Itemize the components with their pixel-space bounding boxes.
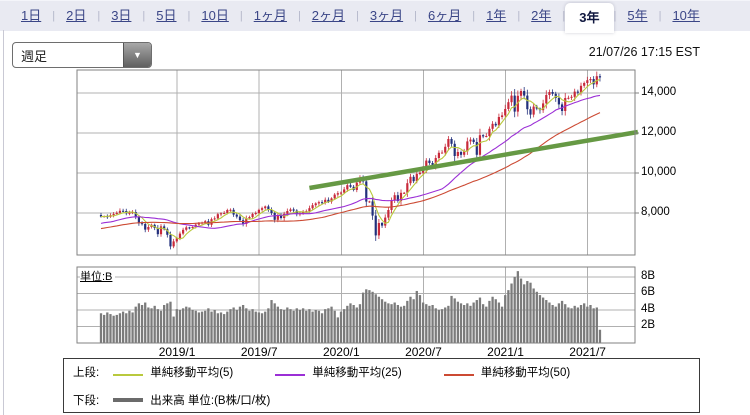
quote-timestamp: 21/07/26 17:15 EST (588, 45, 700, 59)
volume-y-tick-label: 2B (641, 319, 656, 332)
ma-legend-swatch (275, 374, 306, 376)
x-axis-tick-label: 2021/7 (569, 345, 606, 359)
tab-period-1年[interactable]: 1年 (486, 8, 507, 23)
tab-period-5日[interactable]: 5日 (156, 8, 177, 23)
ma-legend-label: 単純移動平均(50) (480, 367, 571, 379)
price-y-tick-label: 12,000 (641, 126, 677, 138)
tab-divider: | (187, 10, 191, 22)
ma-legend-label: 単純移動平均(25) (312, 367, 402, 379)
tab-divider: | (356, 10, 359, 22)
tab-divider: | (52, 10, 56, 22)
legend-lower-item-label: 出来高 単位:(B株/口/枚) (150, 395, 271, 407)
tab-divider: | (297, 10, 301, 22)
x-axis-tick-label: 2021/1 (487, 345, 524, 359)
tab-period-2ヶ月[interactable]: 2ヶ月 (311, 8, 346, 23)
panel-left-border (3, 30, 4, 415)
x-axis-tick-label: 2020/7 (405, 345, 442, 359)
tab-period-2日[interactable]: 2日 (66, 8, 87, 23)
period-tabbar: 1日 | 2日 | 3日 | 5日 | 10日 | 1ヶ月 | 2ヶ月 | 3ヶ月 | 6ヶ月 | 1年 | 2年 | 3年… (0, 0, 750, 33)
volume-y-tick-label: 4B (641, 302, 656, 315)
x-axis-tick-label: 2019/1 (158, 345, 196, 359)
tab-divider: | (414, 10, 417, 22)
tab-period-10年[interactable]: 10年 (672, 8, 700, 23)
tab-period-1ヶ月[interactable]: 1ヶ月 (253, 8, 287, 23)
volume-y-tick-label: 8B (641, 269, 656, 282)
tab-divider: | (239, 10, 243, 22)
chart-type-dropdown[interactable]: 週足 ▼ (12, 42, 152, 68)
tab-divider: | (472, 10, 476, 22)
volume-y-tick-label: 6B (641, 286, 656, 299)
tab-divider: | (142, 10, 146, 22)
price-y-tick-label: 8,000 (641, 206, 670, 218)
volume-unit-label: 単位:B (80, 268, 116, 284)
ma-legend-label: 単純移動平均(5) (150, 367, 234, 379)
tab-period-3日[interactable]: 3日 (111, 8, 132, 23)
ma-legend-swatch (443, 374, 474, 376)
tab-period-10日[interactable]: 10日 (201, 8, 229, 23)
tab-period-3ヶ月[interactable]: 3ヶ月 (369, 8, 404, 23)
legend-lower-label: 下段: (73, 395, 100, 407)
ma-legend-swatch (113, 374, 144, 376)
tab-divider: | (97, 10, 101, 22)
legend-upper-items: 単純移動平均(5) 単純移動平均(25) 単純移動平均(50) (99, 364, 598, 380)
tab-divider: | (658, 10, 662, 22)
tab-period-6ヶ月[interactable]: 6ヶ月 (427, 8, 462, 23)
tab-period-3年[interactable]: 3年 (565, 3, 614, 33)
x-axis-tick-label: 2020/1 (322, 345, 360, 359)
tab-divider: | (613, 10, 617, 22)
chart-type-value: 週足 (21, 48, 48, 64)
tab-period-1日[interactable]: 1日 (21, 8, 42, 23)
price-y-tick-label: 14,000 (641, 86, 677, 98)
x-axis-tick-label: 2019/7 (240, 345, 278, 359)
tab-divider: | (517, 10, 521, 22)
legend-box: 上段: 単純移動平均(5) 単純移動平均(25) 単純移動平均(50) 下段: 出来… (63, 358, 700, 413)
tab-period-2年[interactable]: 2年 (531, 8, 552, 23)
volume-legend-swatch (113, 398, 144, 402)
tab-period-5年[interactable]: 5年 (627, 8, 648, 23)
legend-upper-label: 上段: (73, 367, 100, 379)
chevron-down-icon[interactable]: ▼ (123, 43, 151, 67)
legend-lower-row: 下段: 出来高 単位:(B株/口/枚) (73, 392, 270, 408)
tab-divider: | (562, 10, 566, 22)
price-y-tick-label: 10,000 (641, 166, 677, 178)
legend-upper-row: 上段: 単純移動平均(5) 単純移動平均(25) 単純移動平均(50) (73, 364, 598, 380)
